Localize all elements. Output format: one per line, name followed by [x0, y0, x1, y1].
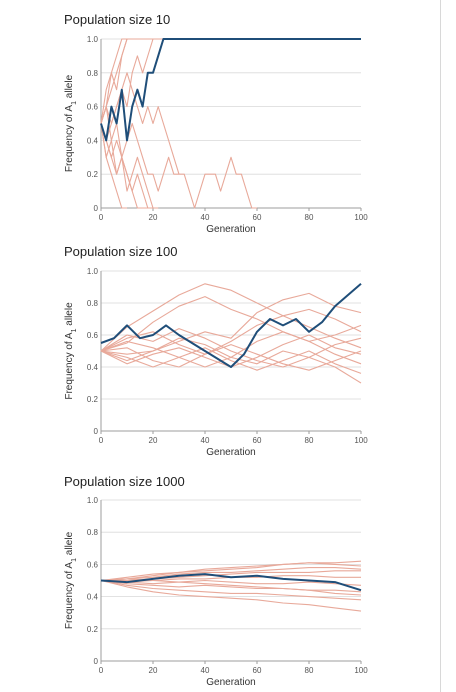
page-right-border [440, 0, 441, 692]
background-series-line [100, 296, 362, 352]
y-tick-label: 0.6 [87, 560, 99, 569]
y-tick-label: 1.0 [87, 35, 99, 44]
y-tick-label: 0 [94, 427, 99, 436]
background-series-line [100, 579, 362, 586]
x-tick-label: 100 [354, 213, 368, 222]
chart-plot-population-100: 0 0.2 0.4 0.6 0.8 1.0 0 20 40 60 80 100 Generation Fr… [64, 267, 368, 458]
y-tick-label: 0.2 [87, 395, 99, 404]
background-series-line [100, 292, 362, 355]
y-tick-label: 0.2 [87, 170, 99, 179]
x-tick-label: 20 [149, 213, 158, 222]
x-tick-label: 0 [99, 436, 104, 445]
x-tick-label: 40 [201, 436, 210, 445]
chart-title: Population size 10 [64, 12, 171, 27]
x-tick-label: 0 [99, 213, 104, 222]
x-tick-label: 100 [354, 666, 368, 675]
x-tick-label: 0 [99, 666, 104, 675]
y-axis-title: Frequency of A1 allele [64, 74, 78, 172]
background-series-line [100, 567, 362, 582]
y-tick-label: 0 [94, 204, 99, 213]
highlight-series-line [100, 573, 362, 592]
y-tick-label: 0.2 [87, 625, 99, 634]
x-tick-label: 60 [253, 213, 262, 222]
x-tick-label: 20 [149, 436, 158, 445]
y-tick-label: 0.4 [87, 363, 99, 372]
y-tick-label: 0.4 [87, 136, 99, 145]
x-axis-title: Generation [206, 224, 255, 235]
y-tick-label: 0.8 [87, 528, 99, 537]
background-series-line [100, 344, 362, 371]
y-axis-title: Frequency of A1 allele [64, 531, 78, 629]
y-tick-label: 0.4 [87, 593, 99, 602]
background-series-line [100, 347, 362, 374]
chart-panel-population-1000: Population size 1000 0 0.2 0.4 0.6 0.8 1.0 0 20… [0, 474, 440, 690]
y-axis-title: Frequency of A1 allele [64, 302, 78, 400]
background-series-line [100, 579, 362, 593]
chart-plot-population-10: 0 0.2 0.4 0.6 0.8 1.0 0 20 40 60 80 100 Generation Fr… [64, 35, 368, 235]
y-tick-label: 1.0 [87, 267, 99, 276]
background-series-line [100, 38, 143, 124]
x-tick-label: 80 [305, 436, 314, 445]
background-series-line [100, 123, 159, 209]
y-tick-label: 0 [94, 657, 99, 666]
x-tick-label: 80 [305, 666, 314, 675]
x-tick-label: 80 [305, 213, 314, 222]
x-tick-label: 40 [201, 666, 210, 675]
highlight-series-line [100, 38, 361, 142]
x-tick-label: 20 [149, 666, 158, 675]
background-series-line [100, 337, 362, 384]
background-series-line [100, 579, 362, 612]
y-tick-label: 0.6 [87, 103, 99, 112]
y-tick-label: 0.8 [87, 299, 99, 308]
background-series-line [100, 72, 180, 175]
chart-title: Population size 1000 [64, 474, 185, 489]
y-tick-label: 1.0 [87, 496, 99, 505]
background-series-line [100, 283, 362, 352]
x-tick-label: 100 [354, 436, 368, 445]
background-series-line [100, 562, 362, 582]
chart-plot-population-1000: 0 0.2 0.4 0.6 0.8 1.0 0 20 40 60 80 100 Generation Fr… [64, 496, 368, 688]
x-tick-label: 40 [201, 213, 210, 222]
chart-title: Population size 100 [64, 244, 178, 259]
background-series-line [100, 328, 362, 368]
x-tick-label: 60 [253, 666, 262, 675]
background-series-line [100, 123, 127, 209]
chart-panel-population-10: Population size 10 0 0.2 0.4 0.6 0.8 1.0 0 20 40… [0, 12, 440, 237]
y-tick-label: 0.6 [87, 331, 99, 340]
x-tick-label: 60 [253, 436, 262, 445]
x-axis-title: Generation [206, 677, 255, 688]
background-series-line [100, 308, 362, 355]
highlight-series-line [100, 283, 362, 368]
y-tick-label: 0.8 [87, 69, 99, 78]
background-series-line [100, 579, 362, 601]
x-axis-title: Generation [206, 447, 255, 458]
chart-panel-population-100: Population size 100 0 0.2 0.4 0.6 0.8 1.0 0 20 4… [0, 244, 440, 469]
